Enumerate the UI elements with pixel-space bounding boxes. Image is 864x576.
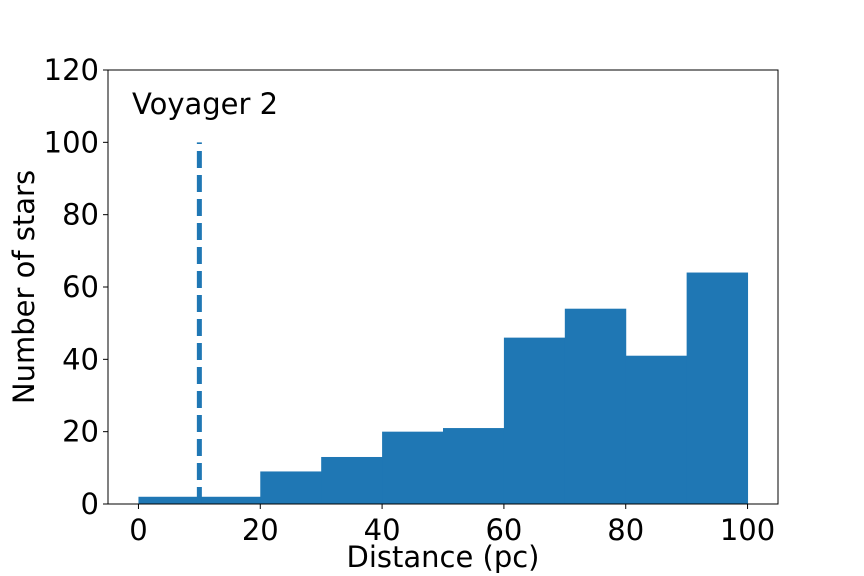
- histogram-bar: [382, 431, 444, 504]
- histogram-bar: [199, 496, 261, 504]
- x-tick-label: 20: [242, 513, 279, 547]
- x-tick-label: 100: [720, 513, 775, 547]
- x-tick-label: 40: [364, 513, 401, 547]
- histogram-bars: [138, 272, 749, 504]
- histogram-bar: [443, 428, 505, 504]
- y-tick-label: 20: [62, 415, 99, 449]
- histogram-bar: [260, 471, 322, 504]
- x-axis-label: Distance (pc): [346, 540, 539, 574]
- histogram-bar: [321, 456, 383, 504]
- voyager-annotation: Voyager 2: [132, 87, 278, 121]
- histogram-bar: [625, 355, 688, 504]
- y-tick-label: 120: [44, 53, 99, 87]
- x-axis-ticks: 0 20 40 60 80 100: [129, 504, 775, 547]
- y-axis-ticks: 0 20 40 60 80 100 120: [44, 53, 108, 521]
- x-tick-label: 0: [129, 513, 147, 547]
- y-tick-label: 0: [81, 487, 99, 521]
- y-tick-label: 80: [62, 198, 99, 232]
- histogram-bar: [138, 496, 200, 504]
- y-tick-label: 40: [62, 342, 99, 376]
- histogram-bar: [564, 308, 627, 504]
- x-tick-label: 60: [485, 513, 522, 547]
- x-tick-label: 80: [607, 513, 644, 547]
- y-tick-label: 100: [44, 125, 99, 159]
- y-axis-label: Number of stars: [7, 170, 41, 404]
- histogram-bar: [503, 337, 566, 504]
- y-tick-label: 60: [62, 270, 99, 304]
- histogram-bar: [686, 272, 749, 504]
